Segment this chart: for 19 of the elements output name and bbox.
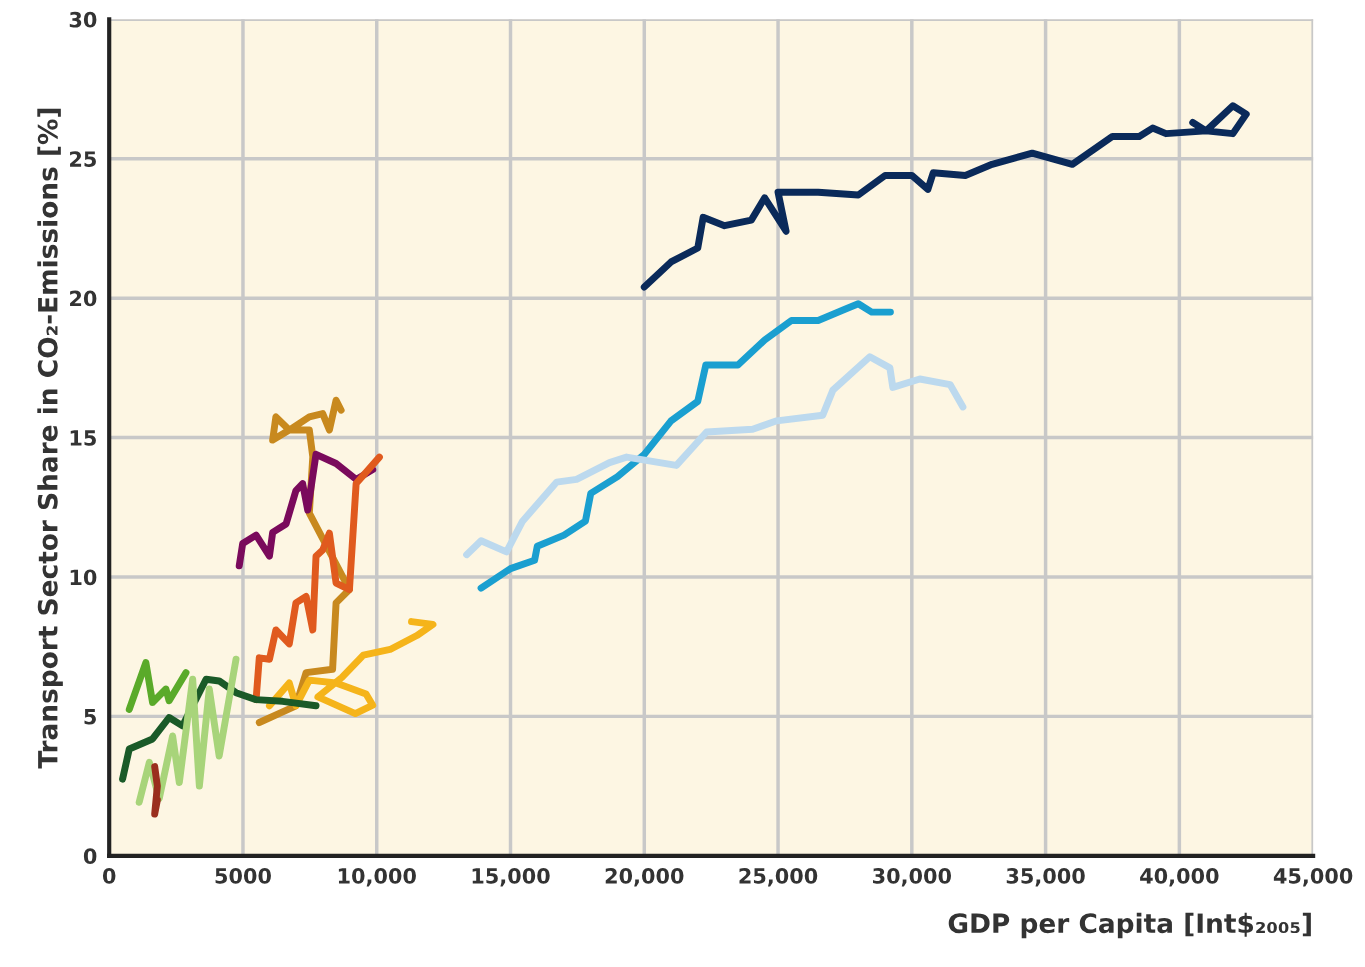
y-tick-label: 30: [69, 11, 97, 28]
y-tick-label: 20: [70, 290, 97, 307]
y-tick-label: 25: [70, 151, 96, 167]
x-tick-label: 25,000: [739, 867, 818, 887]
x-tick-label: 15,000: [472, 867, 550, 887]
x-tick-label: 35,000: [1006, 867, 1085, 887]
x-tick-label: 10,000: [338, 867, 416, 887]
x-tick-label: 20,000: [605, 867, 684, 887]
y-tick-label: 5: [84, 709, 96, 725]
x-tick-label: 40,000: [1140, 867, 1219, 887]
x-tick-label: 5000: [215, 867, 271, 884]
y-tick-label: 10: [70, 569, 97, 586]
y-tick-label: 0: [83, 848, 97, 865]
x-axis-title: GDP per Capita [Int$₂₀₀₅]: [948, 912, 1311, 939]
x-tick-label: 30,000: [873, 867, 952, 887]
y-tick-label: 15: [70, 430, 96, 446]
x-tick-label: 0: [102, 867, 116, 884]
x-tick-label: 45,000: [1273, 867, 1353, 887]
y-axis-title: Transport Sector Share in CO₂-Emissions [%]: [37, 108, 63, 769]
